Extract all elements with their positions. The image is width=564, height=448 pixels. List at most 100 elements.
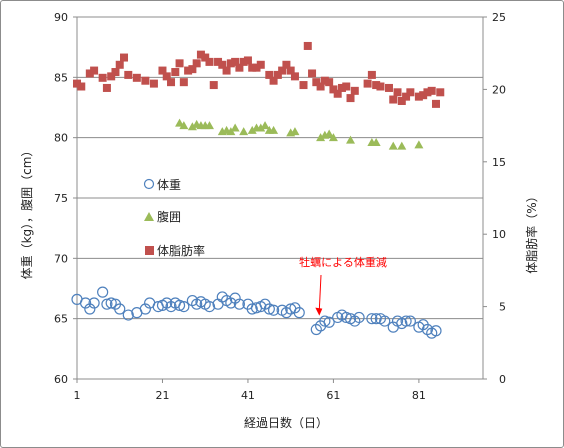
series-2 (175, 118, 424, 150)
bodyfat-point (312, 78, 321, 87)
right-axis-ticks: 0 5 10 15 20 25 (483, 11, 506, 386)
weight-point (97, 286, 109, 298)
bodyfat-point (252, 63, 261, 72)
waist-point (247, 125, 257, 134)
waist-point (187, 122, 197, 131)
bodyfat-point (308, 69, 317, 78)
bodyfat-point (102, 83, 111, 92)
waist-point (179, 121, 189, 130)
bodyfat-point (107, 72, 116, 81)
x-axis-label: 経過日数（日） (244, 415, 328, 430)
weight-point (178, 301, 190, 313)
annotation-arrow-line (318, 274, 322, 310)
bodyfat-point (132, 73, 141, 82)
bodyfat-point (239, 57, 248, 66)
weight-point (263, 303, 275, 315)
weight-point (139, 303, 151, 315)
left-axis-label: 体重（kg），腹囲（cm） (20, 145, 34, 280)
bodyfat-point (167, 78, 176, 87)
bodyfat-point (431, 99, 440, 108)
waist-point (290, 127, 300, 136)
weight-point (101, 298, 113, 310)
bodyfat-point (218, 60, 227, 69)
legend: 体重 腹囲 体脂肪率 (143, 178, 205, 258)
bodyfat-point (363, 79, 372, 88)
weight-point (229, 292, 241, 304)
bodyfat-point (402, 92, 411, 101)
grid-lines (77, 16, 483, 320)
bodyfat-point (269, 76, 278, 85)
x-tick-label: 81 (412, 389, 426, 402)
bodyfat-point (209, 81, 218, 90)
bodyfat-point (329, 85, 338, 94)
legend-marker-waist (144, 212, 154, 221)
bodyfat-point (320, 76, 329, 85)
weight-point (310, 323, 322, 336)
right-axis-label: 体脂肪率（%） (524, 190, 539, 273)
weight-point (319, 315, 331, 327)
bodyfat-point (278, 66, 287, 75)
bodyfat-point (393, 88, 402, 97)
bodyfat-point (222, 66, 231, 75)
x-tick-label: 21 (155, 389, 169, 402)
waist-point (397, 141, 407, 150)
legend-label-weight: 体重 (157, 178, 181, 192)
weight-point (173, 299, 186, 311)
weight-point (216, 291, 228, 303)
waist-point (230, 123, 240, 132)
waist-point (328, 133, 338, 142)
left-axis-ticks: 60 65 70 75 80 85 90 (54, 11, 77, 386)
bodyfat-point (414, 92, 423, 101)
left-tick-label: 70 (54, 252, 68, 265)
bodyfat-point (248, 63, 257, 72)
bodyfat-point (372, 81, 381, 90)
bodyfat-point (419, 91, 428, 100)
bodyfat-point (273, 70, 282, 79)
weight-point (105, 297, 117, 309)
weight-point (370, 313, 382, 325)
bodyfat-point (231, 57, 240, 66)
x-tick-label: 1 (74, 389, 81, 402)
weight-point (114, 303, 126, 315)
bodyfat-point (290, 72, 299, 81)
bodyfat-point (226, 59, 235, 68)
legend-marker-bodyfat (145, 246, 154, 255)
bodyfat-point (286, 66, 295, 75)
right-tick-label: 0 (499, 373, 506, 386)
bodyfat-point (124, 70, 133, 79)
left-tick-label: 75 (54, 192, 68, 205)
bodyfat-point (214, 57, 223, 66)
legend-item-waist: 腹囲 (144, 210, 181, 224)
bodyfat-point (85, 69, 94, 78)
waist-point (371, 137, 381, 146)
bodyfat-point (282, 60, 291, 69)
bodyfat-point (316, 82, 325, 91)
right-tick-label: 5 (499, 301, 506, 314)
bodyfat-point (436, 88, 445, 97)
bodyfat-point (184, 66, 193, 75)
bodyfat-point (256, 60, 265, 69)
bodyfat-point (397, 96, 406, 105)
bodyfat-point (90, 66, 99, 75)
bodyfat-point (73, 79, 81, 88)
bodyfat-point (265, 70, 274, 79)
weight-point (79, 297, 92, 309)
series-1 (71, 286, 442, 339)
waist-point (324, 129, 334, 138)
waist-point (239, 127, 249, 136)
weight-point (400, 315, 412, 327)
weight-point (430, 325, 442, 337)
bodyfat-point (389, 95, 398, 104)
x-tick-label: 41 (241, 389, 255, 402)
bodyfat-point (384, 83, 393, 92)
weight-point (233, 298, 245, 310)
weight-point (323, 316, 335, 328)
bodyfat-point (406, 88, 415, 97)
legend-label-waist: 腹囲 (157, 210, 181, 224)
bodyfat-point (141, 76, 150, 85)
bodyfat-point (367, 70, 376, 79)
bodyfat-point (333, 89, 342, 98)
left-tick-label: 65 (54, 313, 68, 326)
